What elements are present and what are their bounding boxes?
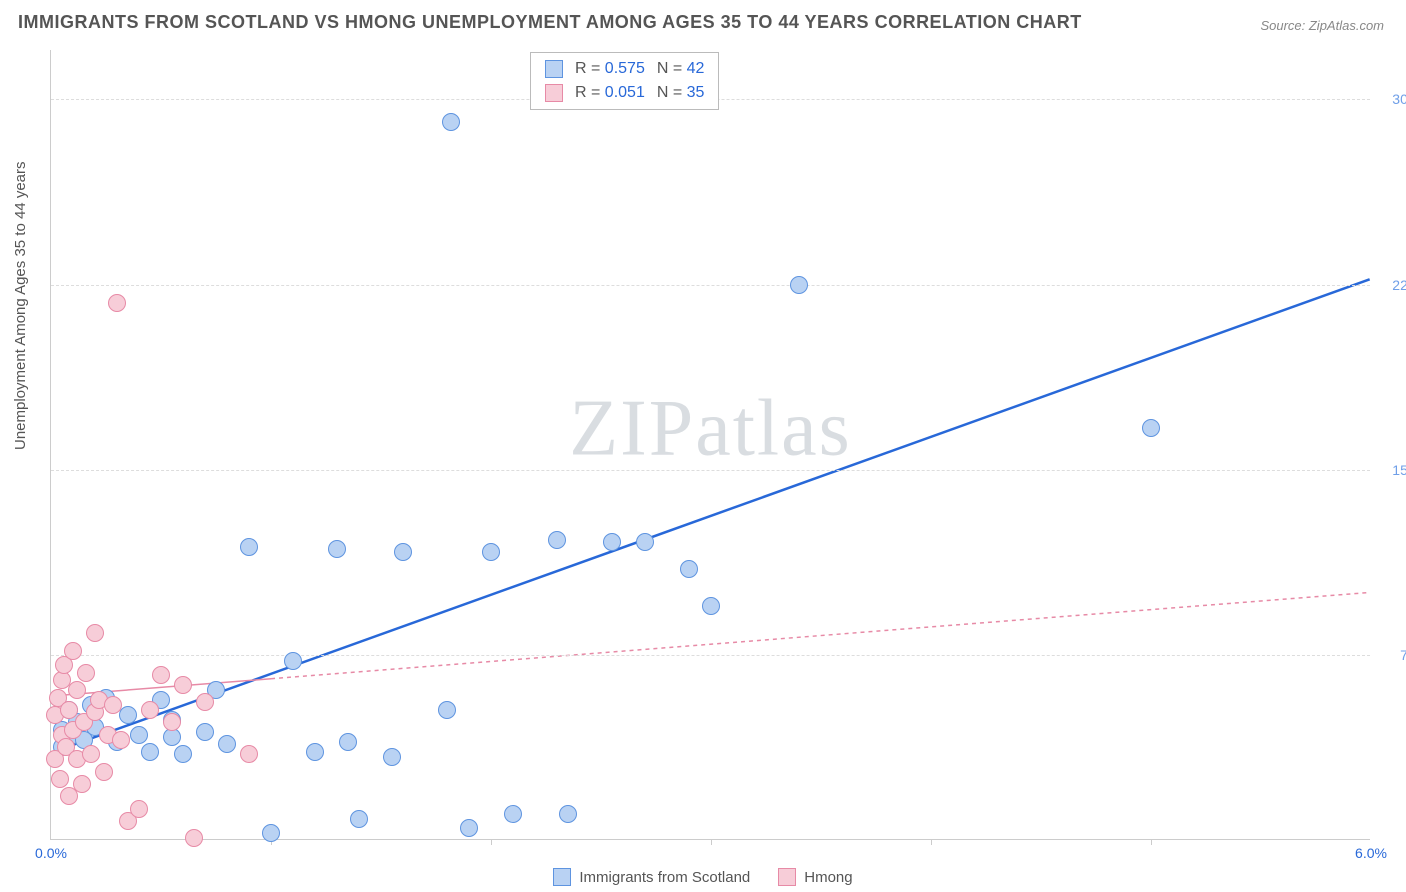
scatter-point <box>240 745 258 763</box>
scatter-point <box>438 701 456 719</box>
x-tick-mark <box>931 839 932 845</box>
scatter-point <box>383 748 401 766</box>
stats-row-hmong: R = 0.051 N = 35 <box>531 81 718 105</box>
scatter-point <box>284 652 302 670</box>
scatter-point <box>152 666 170 684</box>
stats-legend-box: R = 0.575 N = 42 R = 0.051 N = 35 <box>530 52 719 110</box>
scatter-point <box>339 733 357 751</box>
scatter-point <box>482 543 500 561</box>
scatter-point <box>328 540 346 558</box>
scatter-point <box>86 624 104 642</box>
x-tick-label: 0.0% <box>35 845 67 861</box>
legend-item-scotland: Immigrants from Scotland <box>553 868 750 886</box>
scatter-point <box>77 664 95 682</box>
scatter-point <box>141 701 159 719</box>
scatter-point <box>306 743 324 761</box>
stats-row-scotland: R = 0.575 N = 42 <box>531 57 718 81</box>
scatter-point <box>196 693 214 711</box>
chart-plot-area: ZIPatlas 7.5%15.0%22.5%30.0%0.0%6.0% <box>50 50 1370 840</box>
scatter-point <box>64 642 82 660</box>
bottom-legend: Immigrants from Scotland Hmong <box>0 868 1406 886</box>
scatter-point <box>790 276 808 294</box>
scatter-point <box>130 726 148 744</box>
x-tick-mark <box>491 839 492 845</box>
scatter-point <box>680 560 698 578</box>
scatter-point <box>196 723 214 741</box>
swatch-scotland-b <box>553 868 571 886</box>
scatter-point <box>442 113 460 131</box>
y-tick-label: 30.0% <box>1392 91 1406 107</box>
scatter-point <box>174 745 192 763</box>
scatter-point <box>112 731 130 749</box>
scatter-point <box>262 824 280 842</box>
scatter-point <box>394 543 412 561</box>
gridline <box>51 470 1370 471</box>
scatter-point <box>108 294 126 312</box>
swatch-scotland <box>545 60 563 78</box>
scatter-point <box>636 533 654 551</box>
scatter-point <box>240 538 258 556</box>
scatter-point <box>504 805 522 823</box>
source-text: Source: ZipAtlas.com <box>1260 18 1384 33</box>
scatter-point <box>174 676 192 694</box>
gridline <box>51 655 1370 656</box>
chart-title: IMMIGRANTS FROM SCOTLAND VS HMONG UNEMPL… <box>18 12 1082 33</box>
x-tick-mark <box>711 839 712 845</box>
x-tick-mark <box>1151 839 1152 845</box>
scatter-point <box>218 735 236 753</box>
scatter-point <box>95 763 113 781</box>
scatter-point <box>60 701 78 719</box>
scatter-point <box>185 829 203 847</box>
x-tick-label: 6.0% <box>1355 845 1387 861</box>
scatter-point <box>51 770 69 788</box>
scatter-point <box>82 745 100 763</box>
scatter-point <box>68 681 86 699</box>
legend-item-hmong: Hmong <box>778 868 852 886</box>
scatter-point <box>350 810 368 828</box>
scatter-point <box>119 706 137 724</box>
gridline <box>51 285 1370 286</box>
swatch-hmong-b <box>778 868 796 886</box>
scatter-point <box>702 597 720 615</box>
scatter-point <box>130 800 148 818</box>
scatter-point <box>73 775 91 793</box>
scatter-point <box>460 819 478 837</box>
scatter-point <box>141 743 159 761</box>
scatter-point <box>104 696 122 714</box>
trend-lines-layer <box>51 50 1370 839</box>
scatter-point <box>1142 419 1160 437</box>
y-tick-label: 22.5% <box>1392 277 1406 293</box>
scatter-point <box>163 713 181 731</box>
y-axis-label: Unemployment Among Ages 35 to 44 years <box>12 161 29 450</box>
swatch-hmong <box>545 84 563 102</box>
scatter-point <box>559 805 577 823</box>
scatter-point <box>603 533 621 551</box>
y-tick-label: 7.5% <box>1400 647 1406 663</box>
scatter-point <box>548 531 566 549</box>
y-tick-label: 15.0% <box>1392 462 1406 478</box>
